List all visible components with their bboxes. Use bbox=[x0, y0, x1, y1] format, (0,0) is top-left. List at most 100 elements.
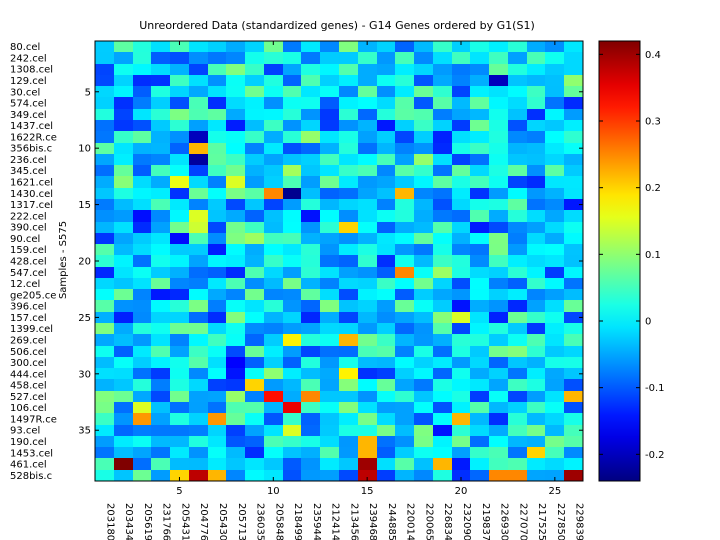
heatmap-cell bbox=[151, 176, 170, 188]
heatmap-cell bbox=[245, 379, 264, 391]
heatmap-cell bbox=[489, 425, 508, 436]
heatmap-cell bbox=[358, 188, 377, 199]
heatmap-cell bbox=[358, 143, 377, 154]
heatmap-cell bbox=[301, 143, 320, 154]
heatmap-cell bbox=[564, 346, 583, 357]
heatmap-cell bbox=[301, 323, 320, 334]
heatmap-cell bbox=[452, 379, 470, 391]
sample-label: 506.cel bbox=[10, 347, 47, 358]
heatmap-cell bbox=[452, 278, 470, 289]
heatmap-cell bbox=[508, 300, 527, 312]
heatmap-cell bbox=[433, 368, 452, 379]
heatmap-cell bbox=[339, 255, 358, 267]
heatmap-cell bbox=[414, 278, 433, 289]
heatmap-cell bbox=[564, 120, 583, 131]
heatmap-cell bbox=[301, 436, 320, 447]
heatmap-cell bbox=[170, 143, 189, 154]
heatmap-cell bbox=[564, 97, 583, 109]
heatmap-cell bbox=[377, 131, 395, 143]
heatmap-cell bbox=[114, 131, 133, 143]
heatmap-cell bbox=[208, 131, 226, 143]
heatmap-cell bbox=[264, 300, 283, 312]
sample-label: 300.cel bbox=[10, 358, 47, 369]
heatmap-cell bbox=[377, 278, 395, 289]
heatmap-cell bbox=[489, 233, 508, 244]
heatmap-cell bbox=[283, 255, 301, 267]
heatmap-cell bbox=[377, 447, 395, 458]
heatmap-cell bbox=[133, 64, 151, 75]
heatmap-cell bbox=[545, 52, 564, 64]
heatmap-cell bbox=[339, 143, 358, 154]
heatmap-cell bbox=[95, 368, 114, 379]
heatmap-cell bbox=[489, 131, 508, 143]
heatmap-cell bbox=[245, 52, 264, 64]
heatmap-cell bbox=[208, 312, 226, 323]
heatmap-cell bbox=[170, 425, 189, 436]
heatmap-cell bbox=[208, 346, 226, 357]
heatmap-cell bbox=[170, 447, 189, 458]
heatmap-cell bbox=[95, 143, 114, 154]
heatmap-cell bbox=[133, 346, 151, 357]
heatmap-cell bbox=[320, 334, 339, 346]
heatmap-cell bbox=[301, 244, 320, 255]
heatmap-cell bbox=[564, 41, 583, 52]
heatmap-cell bbox=[95, 278, 114, 289]
heatmap-cell bbox=[433, 222, 452, 233]
heatmap-cell bbox=[320, 312, 339, 323]
heatmap-cell bbox=[452, 289, 470, 300]
heatmap-cell bbox=[283, 154, 301, 165]
heatmap-cell bbox=[377, 97, 395, 109]
sample-label: 1317.cel bbox=[10, 200, 53, 211]
gene-label: 236035_ bbox=[255, 503, 266, 540]
heatmap-cell bbox=[489, 402, 508, 413]
heatmap-cell bbox=[433, 346, 452, 357]
heatmap-cell bbox=[114, 425, 133, 436]
gene-label: 205619_ bbox=[142, 503, 153, 540]
heatmap-cell bbox=[208, 402, 226, 413]
gene-label: 205430_ bbox=[217, 503, 228, 540]
heatmap-cell bbox=[395, 413, 414, 425]
heatmap-cell bbox=[283, 379, 301, 391]
heatmap-cell bbox=[489, 334, 508, 346]
heatmap-cell bbox=[189, 425, 208, 436]
heatmap-cell bbox=[245, 312, 264, 323]
heatmap-cell bbox=[133, 86, 151, 97]
heatmap-cell bbox=[226, 312, 245, 323]
sample-label: 1308.cel bbox=[10, 65, 53, 76]
heatmap-cell bbox=[339, 154, 358, 165]
gene-label: 226834_ bbox=[442, 503, 453, 540]
heatmap-cell bbox=[189, 300, 208, 312]
heatmap-cell bbox=[114, 334, 133, 346]
heatmap-cell bbox=[489, 199, 508, 210]
heatmap-cell bbox=[133, 244, 151, 255]
heatmap-cell bbox=[358, 357, 377, 368]
heatmap-cell bbox=[339, 75, 358, 86]
heatmap-cell bbox=[226, 413, 245, 425]
heatmap-cell bbox=[545, 458, 564, 470]
heatmap-cell bbox=[452, 425, 470, 436]
heatmap-cell bbox=[339, 470, 358, 481]
heatmap-cell bbox=[95, 436, 114, 447]
heatmap-cell bbox=[208, 176, 226, 188]
heatmap-cell bbox=[395, 165, 414, 176]
heatmap-cell bbox=[508, 109, 527, 120]
heatmap-cell bbox=[489, 86, 508, 97]
heatmap-cell bbox=[226, 222, 245, 233]
heatmap-cell bbox=[433, 165, 452, 176]
heatmap-cell bbox=[264, 188, 283, 199]
heatmap-cell bbox=[245, 97, 264, 109]
heatmap-cell bbox=[95, 379, 114, 391]
heatmap-cell bbox=[508, 312, 527, 323]
heatmap-cell bbox=[508, 97, 527, 109]
sample-label: 190.cel bbox=[10, 437, 47, 448]
heatmap-cell bbox=[452, 391, 470, 402]
heatmap-cell bbox=[226, 255, 245, 267]
heatmap-cell bbox=[189, 41, 208, 52]
sample-label: 458.cel bbox=[10, 381, 47, 392]
heatmap-cell bbox=[133, 379, 151, 391]
heatmap-cell bbox=[95, 391, 114, 402]
heatmap-cell bbox=[545, 143, 564, 154]
heatmap-cell bbox=[489, 379, 508, 391]
heatmap-cell bbox=[245, 346, 264, 357]
heatmap-cell bbox=[395, 41, 414, 52]
